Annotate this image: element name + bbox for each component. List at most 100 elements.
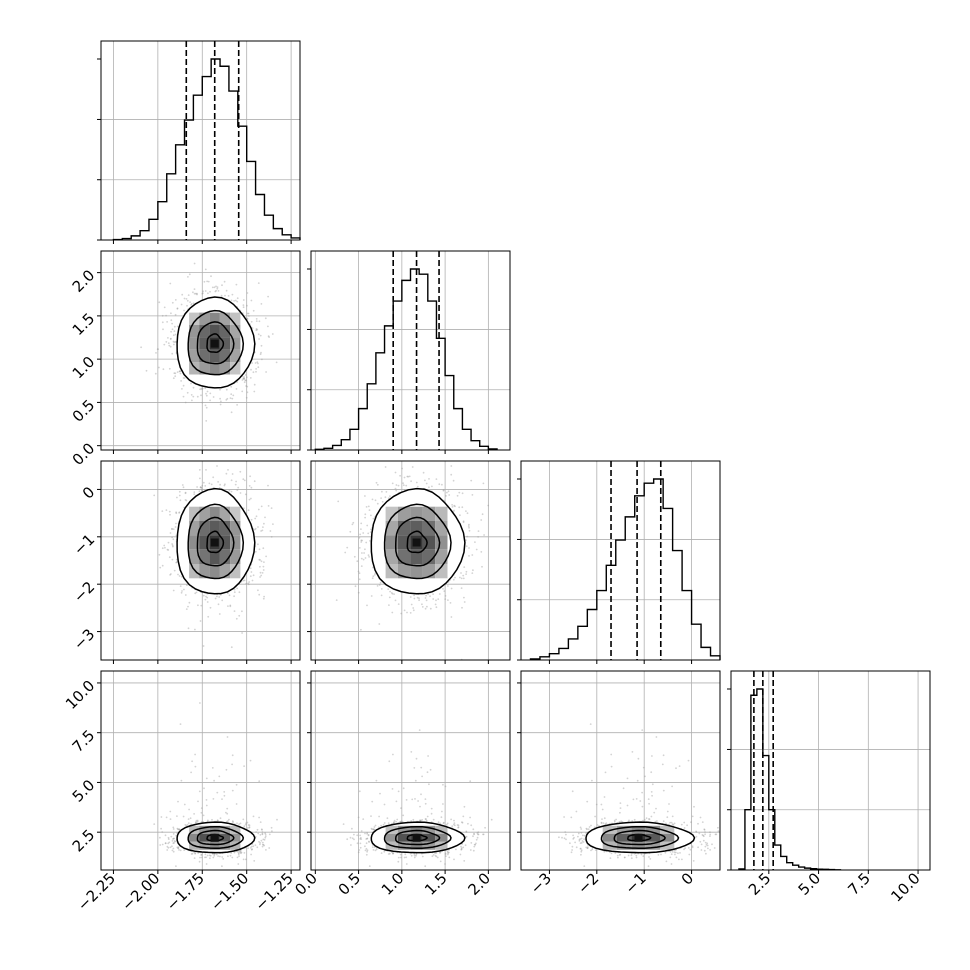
sample-point bbox=[250, 571, 253, 573]
sample-point bbox=[201, 388, 204, 390]
sample-point bbox=[199, 388, 202, 391]
sample-point bbox=[260, 351, 262, 354]
sample-point bbox=[228, 594, 231, 597]
sample-point bbox=[184, 492, 187, 495]
sample-point bbox=[265, 555, 267, 558]
sample-point bbox=[252, 371, 255, 374]
sample-point bbox=[390, 592, 393, 594]
sample-point bbox=[200, 604, 203, 607]
sample-point bbox=[194, 628, 196, 631]
sample-point bbox=[372, 517, 375, 520]
sample-point bbox=[179, 370, 182, 372]
sample-point bbox=[186, 299, 189, 302]
sample-point bbox=[177, 573, 179, 576]
sample-point bbox=[229, 397, 232, 399]
density-block bbox=[230, 506, 241, 521]
sample-point bbox=[176, 325, 179, 328]
sample-point bbox=[158, 553, 161, 556]
sample-point bbox=[164, 546, 166, 549]
sample-point bbox=[230, 299, 233, 302]
sample-point bbox=[244, 374, 247, 376]
sample-point bbox=[181, 293, 184, 296]
sample-point bbox=[374, 572, 377, 575]
sample-point bbox=[253, 528, 256, 531]
sample-point bbox=[242, 579, 245, 582]
sample-point bbox=[369, 531, 372, 533]
sample-point bbox=[397, 603, 400, 605]
sample-point bbox=[378, 623, 381, 625]
sample-point bbox=[243, 507, 245, 510]
sample-point bbox=[249, 475, 252, 478]
density-block bbox=[398, 506, 411, 521]
sample-point bbox=[174, 526, 177, 528]
density-block bbox=[199, 325, 210, 338]
sample-point bbox=[183, 377, 186, 379]
sample-point bbox=[257, 366, 260, 369]
sample-point bbox=[211, 286, 214, 289]
sample-point bbox=[356, 560, 359, 563]
sample-point bbox=[381, 500, 384, 503]
sample-point bbox=[173, 837, 175, 840]
sample-point bbox=[171, 527, 173, 530]
sample-point bbox=[259, 565, 261, 568]
sample-point bbox=[261, 833, 264, 836]
sample-point bbox=[368, 556, 370, 558]
density-panel bbox=[153, 461, 274, 649]
sample-point bbox=[217, 819, 219, 822]
sample-point bbox=[215, 289, 218, 292]
sample-point bbox=[248, 315, 250, 317]
sample-point bbox=[252, 309, 255, 312]
sample-point bbox=[465, 570, 468, 573]
sample-point bbox=[422, 471, 425, 474]
sample-point bbox=[468, 529, 471, 532]
sample-point bbox=[468, 547, 470, 549]
sample-point bbox=[238, 591, 241, 594]
sample-point bbox=[466, 512, 469, 515]
sample-point bbox=[424, 607, 427, 610]
contour-line bbox=[383, 503, 452, 580]
density-block bbox=[199, 312, 210, 325]
sample-point bbox=[256, 328, 259, 331]
sample-point bbox=[364, 557, 367, 559]
sample-point bbox=[261, 572, 264, 574]
sample-point bbox=[179, 849, 182, 852]
sample-point bbox=[178, 512, 181, 514]
sample-point bbox=[190, 394, 193, 396]
sample-point bbox=[205, 469, 207, 471]
sample-point bbox=[185, 298, 188, 300]
sample-point bbox=[370, 595, 373, 597]
sample-point bbox=[360, 539, 363, 542]
sample-point bbox=[428, 478, 430, 480]
sample-point bbox=[371, 498, 374, 501]
sample-point bbox=[389, 495, 391, 497]
sample-point bbox=[260, 560, 263, 563]
density-block bbox=[385, 521, 398, 536]
sample-point bbox=[465, 510, 467, 512]
sample-point bbox=[242, 378, 245, 380]
density-block bbox=[435, 564, 448, 579]
sample-point bbox=[371, 577, 374, 580]
sample-point bbox=[176, 307, 179, 310]
sample-point bbox=[357, 591, 360, 594]
density-block bbox=[199, 549, 210, 564]
sample-point bbox=[424, 597, 427, 599]
sample-point bbox=[175, 561, 178, 564]
sample-point bbox=[212, 798, 215, 800]
density-block bbox=[230, 325, 241, 338]
sample-point bbox=[387, 588, 390, 590]
sample-point bbox=[372, 566, 374, 569]
sample-point bbox=[167, 541, 170, 544]
sample-point bbox=[172, 850, 175, 853]
sample-point bbox=[231, 293, 234, 296]
sample-point bbox=[247, 582, 250, 585]
sample-point bbox=[178, 370, 181, 373]
density-block bbox=[422, 521, 436, 536]
sample-point bbox=[388, 596, 391, 599]
sample-point bbox=[435, 478, 438, 480]
sample-point bbox=[402, 482, 404, 485]
sample-point bbox=[182, 377, 185, 379]
sample-point bbox=[155, 352, 157, 354]
sample-point bbox=[259, 334, 262, 337]
sample-point bbox=[219, 397, 222, 400]
sample-point bbox=[171, 328, 174, 331]
